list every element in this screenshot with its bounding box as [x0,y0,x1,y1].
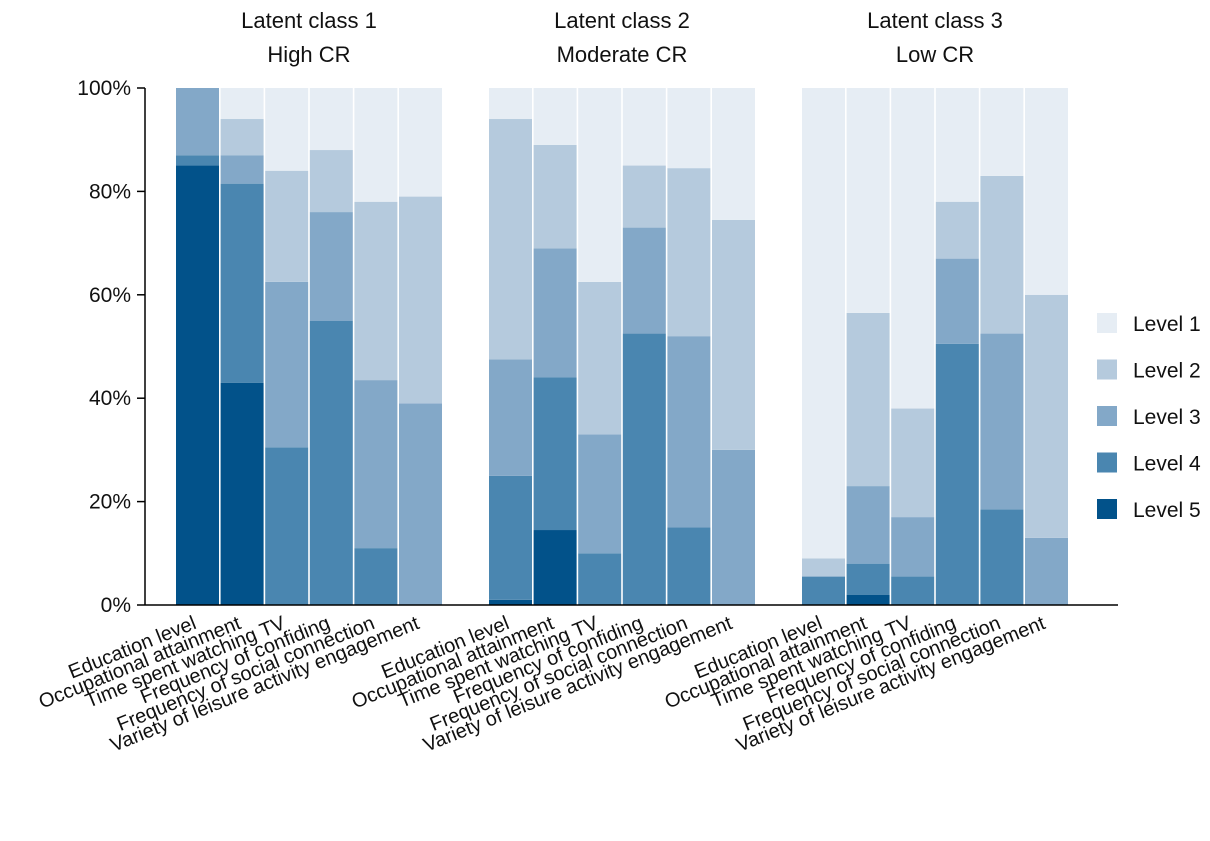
legend-swatch [1097,359,1117,380]
bars [176,88,1068,606]
legend-label: Level 1 [1133,313,1201,336]
bar-segment-level3 [265,281,309,448]
bar-segment-level1 [578,88,622,282]
legend-label: Level 3 [1133,406,1201,429]
group-title-line1: Latent class 3 [867,8,1003,33]
bar-segment-level3 [846,486,890,564]
bar-segment-level2 [980,175,1024,334]
bar-segment-level1 [354,88,398,202]
bar-segment-level3 [489,359,532,476]
bar-segment-level3 [533,248,577,378]
legend-label: Level 4 [1133,453,1201,476]
bar-segment-level1 [980,88,1024,176]
bar-segment-level4 [265,447,309,605]
bar-segment-level1 [622,88,666,166]
bar-segment-level4 [220,183,264,383]
bar-segment-level2 [1025,294,1068,538]
bar-segment-level1 [802,88,845,559]
bar-segment-level4 [533,377,577,531]
bar-segment-level4 [667,527,711,605]
bar-segment-level2 [935,201,979,259]
bar-segment-level1 [220,88,264,120]
bar-segment-level3 [578,434,622,554]
bar-segment-level3 [220,155,264,184]
bar-segment-level2 [533,144,577,249]
bar-segment-level2 [220,119,264,156]
legend-swatch [1097,406,1117,426]
bar-segment-level1 [667,88,711,169]
bar-segment-level2 [309,150,353,213]
bar-segment-level4 [891,576,935,605]
group-title-line2: Moderate CR [557,42,688,67]
legend-label: Level 5 [1133,499,1201,522]
bar-segment-level4 [935,343,979,605]
bar-segment-level3 [667,336,711,528]
group-title-line1: Latent class 1 [241,8,377,33]
y-tick-label: 100% [77,77,131,100]
bar-segment-level1 [399,88,442,197]
bar-segment-level4 [622,333,666,605]
legend-swatch [1097,499,1117,519]
bar-segment-level4 [354,548,398,605]
bar-segment-level2 [846,312,890,487]
y-tick-label: 0% [101,594,131,617]
bar-segment-level3 [622,227,666,334]
bar-segment-level3 [354,380,398,549]
bar-segment-level4 [578,553,622,605]
group-titles: Latent class 1 High CR Latent class 2 Moder… [241,8,1003,67]
y-tick-label: 80% [89,180,131,203]
y-axis: 0% 20% 40% 60% 80% 100% [77,77,1118,617]
y-tick-label: 40% [89,387,131,410]
bar-segment-level4 [980,509,1024,605]
bar-segment-level5 [220,382,264,605]
group-title-line1: Latent class 2 [554,8,690,33]
bar-segment-level3 [399,403,442,605]
bar-segment-level4 [846,563,890,595]
bar-segment-level4 [176,155,219,166]
bar-segment-level2 [802,558,845,577]
bar-segment-level3 [309,212,353,321]
bar-segment-level5 [533,530,577,605]
bar-segment-level3 [935,258,979,344]
bar-segment-level2 [354,201,398,381]
bar-segment-level2 [712,219,755,450]
bar-segment-level1 [712,88,755,220]
bar-segment-level1 [1025,88,1068,295]
bar-segment-level2 [578,281,622,435]
y-tick-label: 60% [89,284,131,307]
bar-segment-level3 [891,517,935,577]
bar-segment-level2 [891,408,935,518]
bar-segment-level3 [176,88,219,156]
bar-segment-level2 [622,165,666,228]
legend-label: Level 2 [1133,360,1201,383]
legend-swatch [1097,452,1117,473]
bar-segment-level4 [489,475,532,600]
bar-segment-level1 [935,88,979,202]
bar-segment-level3 [1025,537,1068,605]
bar-segment-level3 [712,449,755,605]
group-title-line2: Low CR [896,42,974,67]
bar-segment-level5 [846,594,890,605]
bar-segment-level1 [891,88,935,409]
group-title-line2: High CR [267,42,350,67]
bar-segment-level1 [533,88,577,145]
y-tick-label: 20% [89,491,131,514]
bar-segment-level2 [667,168,711,337]
bar-segment-level4 [802,576,845,605]
legend-swatch [1097,313,1117,333]
bar-segment-level1 [265,88,309,171]
bar-segment-level5 [176,165,219,606]
bar-segment-level1 [846,88,890,313]
bar-segment-level4 [309,320,353,605]
bar-segment-level2 [399,196,442,404]
legend: Level 1 Level 2 Level 3 Level 4 Level 5 [1097,313,1201,522]
bar-segment-level3 [980,333,1024,510]
bar-segment-level1 [309,88,353,151]
bar-segment-level1 [489,88,532,120]
bar-segment-level2 [489,119,532,360]
bar-segment-level2 [265,170,309,282]
bar-segment-level5 [489,599,532,605]
